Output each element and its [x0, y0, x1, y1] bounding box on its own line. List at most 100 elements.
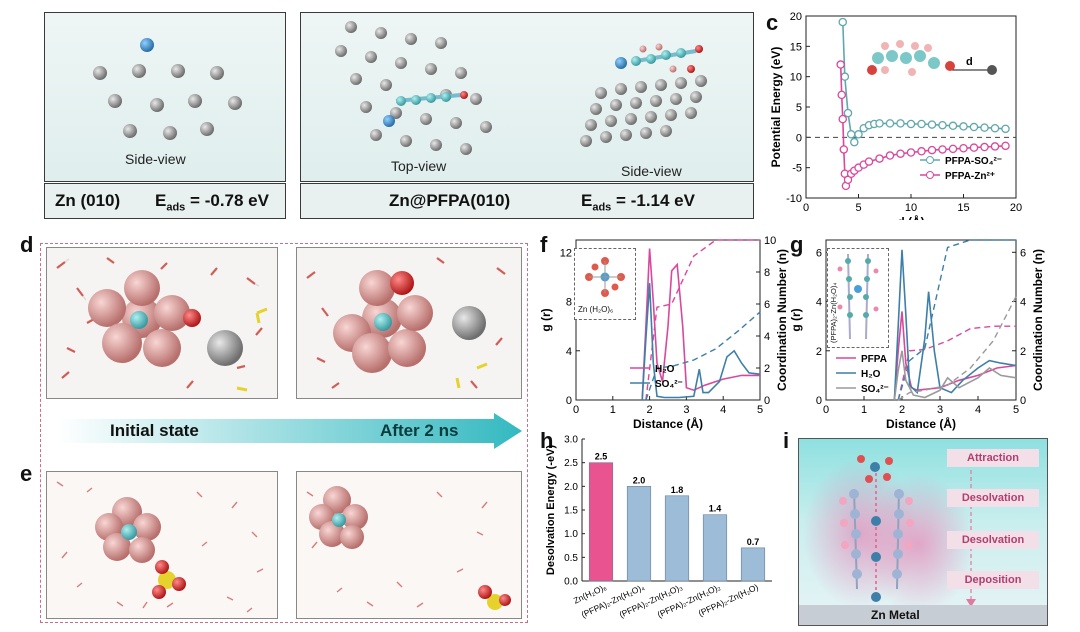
time-evolution-arrow: Initial state After 2 ns	[58, 413, 522, 449]
legend-marker	[926, 156, 934, 164]
y-tick-label: 6	[816, 247, 822, 259]
y-tick-label: 8	[566, 297, 572, 309]
series-point	[959, 122, 968, 131]
panel-g-label: g	[790, 232, 804, 257]
legend-marker	[926, 171, 934, 179]
stage-attraction: Attraction	[947, 449, 1039, 467]
series-point	[885, 151, 895, 160]
panel-f-label: f	[540, 232, 548, 257]
inset-oxygen-atom	[945, 61, 955, 71]
series-line-0	[893, 311, 1017, 401]
y-tick-label: 15	[790, 41, 802, 53]
coordination-line-1	[645, 311, 761, 401]
x-tick-label: 3	[683, 404, 689, 416]
y-tick-label: 0	[566, 395, 572, 407]
inset-fluorine-atom	[881, 66, 889, 74]
x-axis-label: Distance (Å)	[633, 416, 703, 431]
legend-label: PFPA-Zn²⁺	[945, 171, 995, 182]
y-right-axis-label: Coordination Number (n)	[775, 249, 789, 391]
y-right-tick-label: 10	[764, 235, 776, 247]
y-axis-label: Desolvation Energy (-eV)	[545, 445, 557, 576]
plot-frame	[575, 239, 761, 401]
stage-deposition: Deposition	[947, 571, 1039, 589]
x-tick-label: 1	[861, 404, 867, 416]
md-snapshot-d-final	[296, 247, 522, 399]
panel-a-surface: Zn (010)	[55, 191, 121, 210]
y-tick-label: 0.5	[564, 553, 578, 564]
legend-label: SO₄²⁻	[861, 384, 889, 395]
series-point	[906, 119, 916, 129]
series-point	[917, 147, 926, 156]
series-point	[927, 120, 937, 129]
series-point	[980, 123, 989, 132]
panel-a-energy: Eads = -0.78 eV	[155, 191, 269, 214]
series-point	[838, 114, 848, 124]
x-tick-label: 0	[573, 404, 579, 416]
y-tick-label: 5	[796, 102, 802, 114]
series-point	[990, 123, 1000, 133]
x-tick-label: 15	[957, 202, 969, 214]
y-tick-label: 0	[796, 132, 802, 144]
panel-f-inset: Zn (H₂O)₆	[574, 248, 636, 320]
x-tick-label: 5	[855, 202, 861, 214]
x-tick-label: 20	[1010, 202, 1022, 214]
inset-fluorine-atom	[908, 68, 916, 76]
bar-2	[664, 495, 690, 582]
y-right-tick-label: 8	[764, 267, 770, 279]
y-right-tick-label: 4	[1020, 297, 1026, 309]
inset-fluorine-atom	[924, 44, 932, 52]
y-tick-label: 12	[560, 247, 572, 259]
chart-h-desolvation-energy: 0.0 0.5 1.0 1.5 2.0 2.5 3.0 Desolvation Energy …	[545, 435, 772, 620]
x-tick-label: 0	[803, 202, 809, 214]
series-point	[846, 130, 856, 139]
coordination-line-1	[897, 239, 1016, 401]
panel-b-structure: Top-view Side-view	[300, 12, 754, 182]
y-axis-label: g (r)	[790, 308, 803, 331]
inset-carbon-atom	[928, 57, 940, 69]
inset-distance-label: d	[966, 56, 973, 68]
series-point	[990, 142, 1000, 151]
panel-g-inset-label: (PFPA)₂-Zn(H₂O)₄	[829, 282, 838, 343]
bar-value-label: 0.7	[747, 537, 760, 547]
series-point	[896, 119, 905, 128]
x-axis-label: d (Å)	[897, 214, 924, 220]
series-point	[843, 108, 853, 118]
series-point	[1001, 124, 1010, 134]
inset-fluorine-atom	[911, 42, 919, 50]
y-tick-label: 4	[566, 346, 572, 358]
inset-carbon-atom	[872, 52, 884, 64]
y-right-axis-label: Coordination Number (n)	[1031, 249, 1045, 391]
legend-label: H₂O	[655, 364, 675, 375]
series-point	[854, 130, 863, 139]
series-point	[969, 122, 979, 132]
series-point	[839, 145, 849, 154]
y-tick-label: 1.5	[564, 506, 578, 517]
bar-value-label: 2.0	[633, 475, 646, 485]
series-point	[938, 145, 947, 154]
legend-label: PFPA	[861, 354, 887, 365]
legend-label: H₂O	[861, 369, 881, 380]
y-axis-label: g (r)	[540, 308, 553, 331]
y-tick-label: 4	[816, 297, 822, 309]
series-point	[969, 143, 979, 152]
y-right-tick-label: 0	[764, 395, 770, 407]
arrow-label-final: After 2 ns	[380, 421, 459, 440]
y-axis-label: Potential Energy (eV)	[769, 47, 783, 168]
zn-pfpa-model	[335, 21, 707, 155]
bar-4	[740, 547, 766, 582]
series-point	[836, 60, 845, 69]
inset-carbon-atom	[886, 50, 898, 62]
x-tick-label: 0	[823, 404, 829, 416]
panel-a-energy-bar: Zn (010) Eads = -0.78 eV	[44, 183, 286, 219]
panel-e-label: e	[20, 461, 33, 486]
stage-desolvation-2: Desolvation	[947, 531, 1039, 549]
series-point	[864, 157, 874, 166]
series-point	[917, 119, 926, 129]
stage-desolvation-1: Desolvation	[947, 489, 1039, 507]
zn-metal-substrate: Zn Metal	[799, 605, 1047, 625]
arrow-label-initial: Initial state	[110, 421, 199, 440]
series-point	[948, 144, 958, 154]
series-point	[885, 119, 895, 128]
